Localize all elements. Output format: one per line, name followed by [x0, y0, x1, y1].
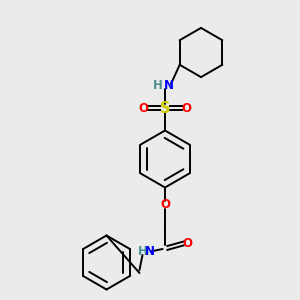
Text: O: O	[182, 101, 192, 115]
Text: O: O	[138, 101, 148, 115]
Text: H: H	[153, 79, 162, 92]
Text: N: N	[164, 79, 174, 92]
Text: S: S	[160, 100, 170, 116]
Text: N: N	[145, 245, 155, 258]
Text: O: O	[160, 198, 170, 212]
Text: H: H	[138, 245, 148, 258]
Text: O: O	[182, 237, 193, 250]
